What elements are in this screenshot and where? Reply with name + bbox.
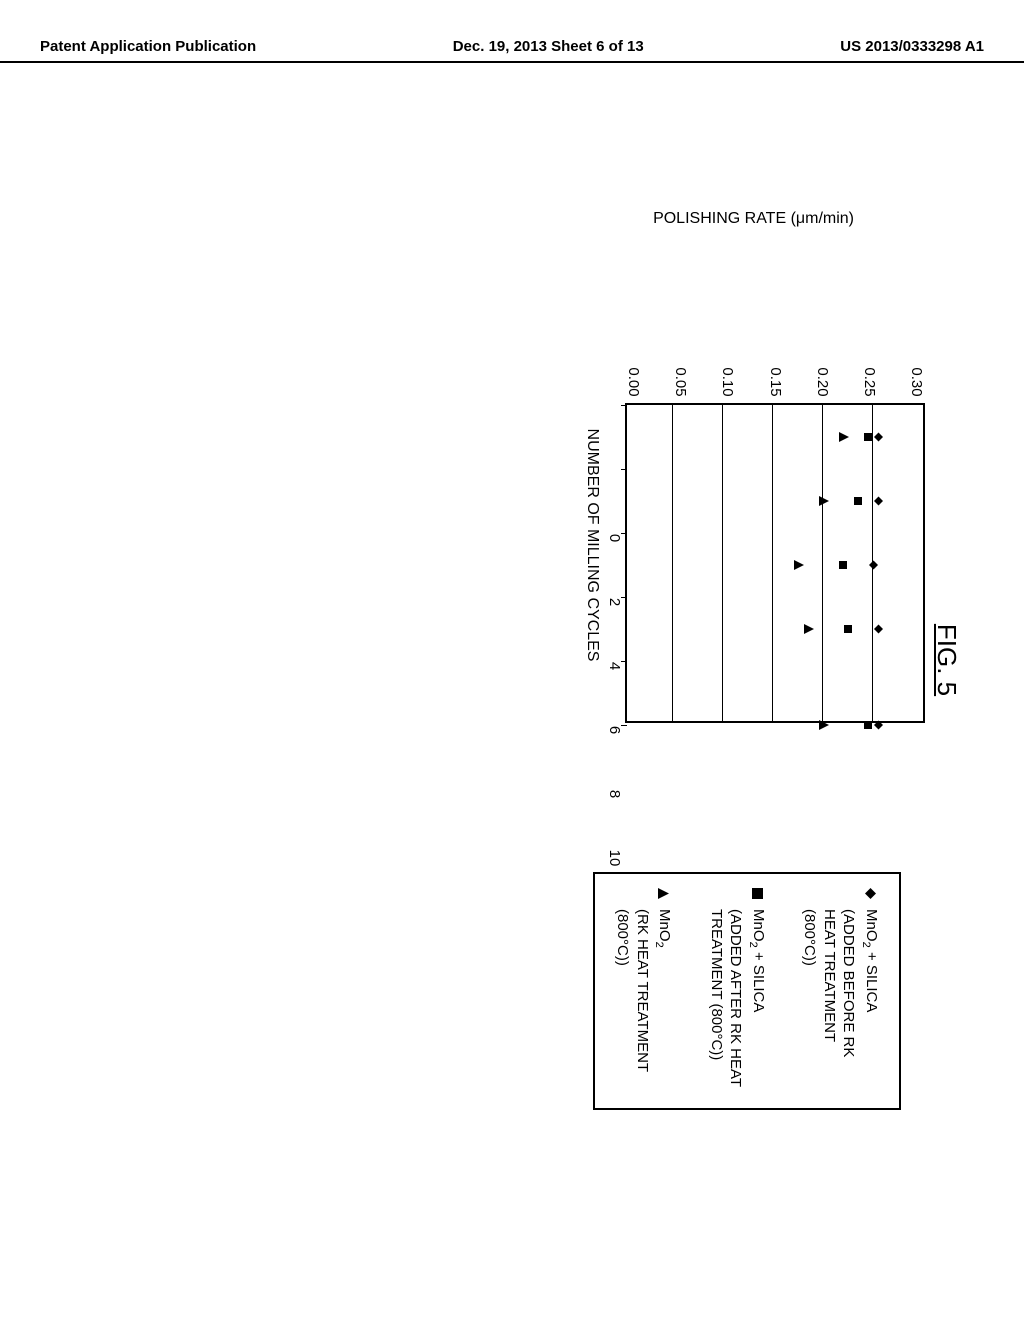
x-tick: 10 (606, 850, 623, 867)
header-left: Patent Application Publication (40, 38, 256, 55)
legend-label: MnO2 + SILICA(ADDED BEFORE RK HEAT TREAT… (800, 909, 881, 1094)
gridline (822, 405, 823, 721)
data-point (864, 560, 882, 569)
x-axis-label: NUMBER OF MILLING CYCLES (583, 429, 601, 662)
y-axis-label: POLISHING RATE (μm/min) (654, 210, 855, 228)
header-right: US 2013/0333298 A1 (840, 38, 984, 55)
figure-container: FIG. 5 POLISHING RATE (μm/min) 0.300.250… (0, 160, 1024, 1160)
data-point (869, 496, 887, 505)
plot-area (625, 403, 925, 723)
legend-item: MnO2 + SILICA(ADDED AFTER RK HEAT TREATM… (706, 888, 768, 1094)
x-tick: 8 (606, 790, 623, 798)
legend-marker-icon (748, 888, 765, 899)
legend-marker-icon (654, 888, 671, 899)
data-point (839, 625, 857, 633)
header-center: Dec. 19, 2013 Sheet 6 of 13 (453, 38, 644, 55)
x-tick: 0 (606, 534, 623, 542)
page-header: Patent Application Publication Dec. 19, … (0, 38, 1024, 63)
legend-label: MnO2(RK HEAT TREATMENT (800°C)) (613, 909, 675, 1094)
legend-item: MnO2 + SILICA(ADDED BEFORE RK HEAT TREAT… (800, 888, 881, 1094)
y-tick: 0.15 (767, 367, 784, 396)
figure-title: FIG. 5 (931, 210, 962, 1110)
y-tick: 0.10 (719, 367, 736, 396)
figure-row: POLISHING RATE (μm/min) 0.30 0.25 0.20 0.15… (583, 210, 925, 1110)
x-tick: 4 (606, 662, 623, 670)
y-tick: 0.20 (814, 367, 831, 396)
legend-marker-icon (861, 888, 878, 899)
data-point (859, 433, 877, 441)
gridline (672, 405, 673, 721)
y-tick-labels: 0.30 0.25 0.20 0.15 0.10 0.05 0.00 (625, 367, 925, 396)
x-tick-mark (621, 469, 627, 470)
gridline (722, 405, 723, 721)
data-point (814, 496, 832, 506)
legend-item: MnO2(RK HEAT TREATMENT (800°C)) (613, 888, 675, 1094)
legend: MnO2 + SILICA(ADDED BEFORE RK HEAT TREAT… (593, 872, 901, 1110)
data-point (869, 624, 887, 633)
data-point (834, 432, 852, 442)
chart-column: 0.300.250.200.150.100.050.00 0246810 NUM… (583, 232, 925, 858)
data-point (849, 497, 867, 505)
y-tick: 0.00 (625, 367, 642, 396)
data-point (814, 720, 832, 730)
data-point (859, 721, 877, 729)
y-tick: 0.05 (672, 367, 689, 396)
rotated-figure: FIG. 5 POLISHING RATE (μm/min) 0.300.250… (62, 210, 962, 1110)
y-tick: 0.25 (861, 367, 878, 396)
data-point (799, 624, 817, 634)
chart-block: POLISHING RATE (μm/min) 0.30 0.25 0.20 0.15… (583, 210, 925, 858)
x-tick-mark (621, 405, 627, 406)
y-tick: 0.30 (908, 367, 925, 396)
data-point (834, 561, 852, 569)
x-tick: 6 (606, 726, 623, 734)
plot-row: 0.30 0.25 0.20 0.15 0.10 0.05 0.00 (625, 367, 925, 722)
x-tick-labels: 0246810 (603, 538, 625, 858)
x-tick: 2 (606, 598, 623, 606)
legend-label: MnO2 + SILICA(ADDED AFTER RK HEAT TREATM… (706, 909, 768, 1094)
gridline (772, 405, 773, 721)
data-point (789, 560, 807, 570)
